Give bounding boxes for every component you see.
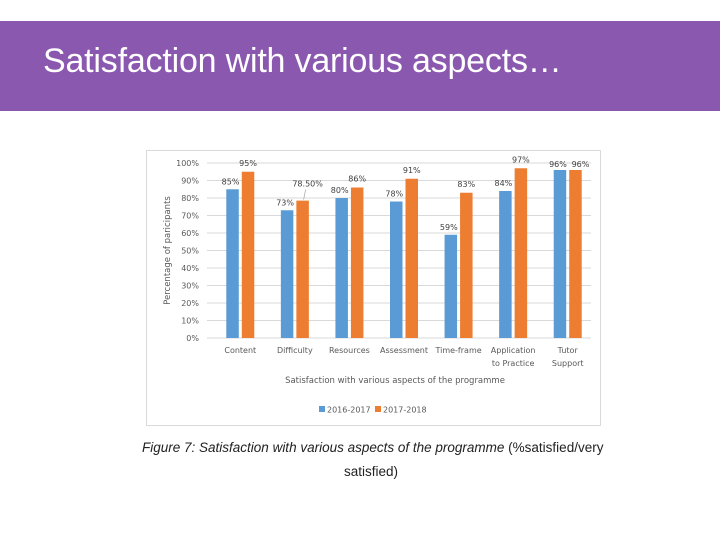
y-axis-label: Percentage of paricipants [163, 196, 173, 305]
slide-title-bar [0, 21, 720, 111]
caption-italic: Figure 7: Satisfaction with various aspe… [142, 440, 505, 455]
figure-caption: Figure 7: Satisfaction with various aspe… [142, 436, 612, 484]
y-tick-label: 20% [181, 299, 199, 308]
x-tick-label: Content [224, 346, 256, 355]
data-label: 86% [348, 175, 366, 184]
data-label: 59% [440, 223, 458, 232]
y-tick-label: 10% [181, 317, 199, 326]
y-tick-label: 60% [181, 229, 199, 238]
bar-2017-2018 [460, 192, 473, 338]
data-label: 96% [549, 160, 567, 169]
x-tick-label: Difficulty [277, 346, 313, 355]
caption-plain-1: (%satisfied/very [504, 440, 604, 455]
x-tick-label: Application [491, 346, 536, 355]
legend-swatch [319, 406, 325, 412]
data-label: 84% [495, 179, 513, 188]
bar-2017-2018 [569, 170, 582, 338]
legend-swatch [375, 406, 381, 412]
y-tick-label: 70% [181, 212, 199, 221]
data-label: 95% [239, 159, 257, 168]
bar-2016-2017 [553, 170, 567, 338]
data-label: 91% [403, 166, 421, 175]
data-label: 78.50% [292, 180, 323, 189]
bar-2016-2017 [226, 189, 239, 338]
bar-2016-2017 [499, 191, 512, 338]
data-label: 85% [222, 177, 240, 186]
chart-frame: 0% 10% 20% 30% 40% 50% 60% 70% 80% 90% 100% Percent… [146, 150, 601, 426]
data-label: 80% [331, 186, 349, 195]
y-tick-label: 0% [186, 334, 199, 343]
data-label: 73% [276, 198, 294, 207]
y-tick-label: 40% [181, 264, 199, 273]
bar-2017-2018 [350, 187, 364, 338]
bar-chart: 0% 10% 20% 30% 40% 50% 60% 70% 80% 90% 100% Percent… [163, 155, 591, 415]
y-tick-label: 80% [181, 194, 199, 203]
bar-2017-2018 [241, 171, 255, 338]
bar-2016-2017 [280, 210, 294, 338]
x-axis-label: Satisfaction with various aspects of the… [285, 376, 505, 386]
data-label: 97% [512, 155, 530, 164]
data-label: 78% [385, 190, 403, 199]
x-tick-label: Support [552, 359, 584, 368]
x-tick-label: Tutor [557, 346, 579, 355]
y-tick-label: 100% [176, 159, 199, 168]
x-tick-label: Resources [329, 346, 370, 355]
legend-label: 2017-2018 [383, 406, 427, 415]
y-tick-label: 90% [181, 177, 199, 186]
bar-2017-2018 [405, 178, 418, 338]
data-label: 83% [457, 180, 475, 189]
legend-label: 2016-2017 [327, 406, 371, 415]
bar-2017-2018 [296, 200, 309, 338]
y-tick-label: 30% [181, 282, 199, 291]
y-tick-label: 50% [181, 247, 199, 256]
slide-title: Satisfaction with various aspects… [43, 42, 562, 80]
bar-2016-2017 [444, 234, 458, 338]
bar-2017-2018 [514, 168, 528, 338]
bar-2016-2017 [390, 201, 403, 338]
leader-line [303, 189, 306, 200]
data-label: 96% [572, 160, 590, 169]
x-tick-label: Time-frame [434, 346, 481, 355]
caption-plain-2: satisfied) [343, 464, 399, 479]
x-tick-label: to Practice [492, 359, 535, 368]
bar-2016-2017 [335, 198, 348, 338]
x-tick-label: Assessment [380, 346, 428, 355]
